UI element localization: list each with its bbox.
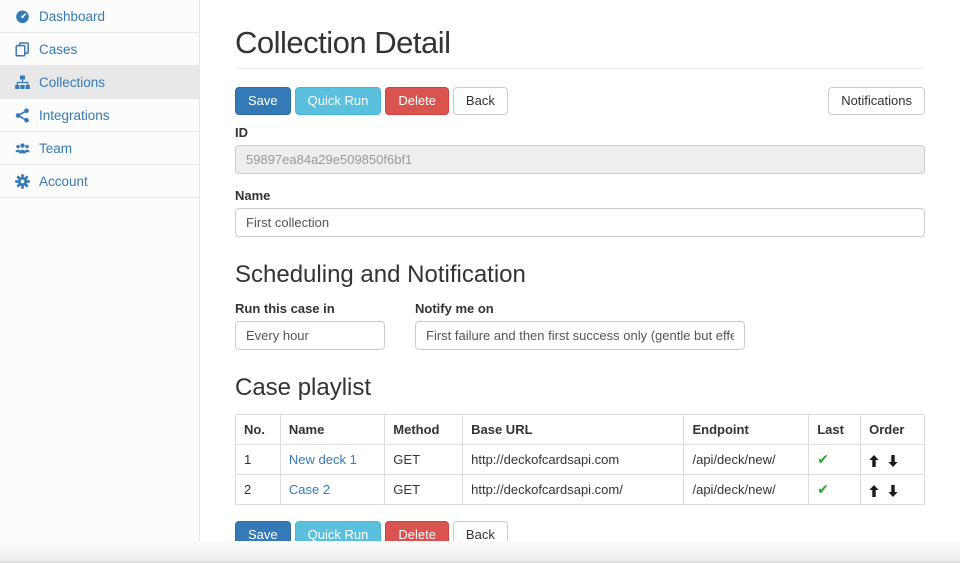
id-field-group: ID <box>235 125 925 175</box>
sidebar-item-cases[interactable]: Cases <box>0 33 199 66</box>
cell-base-url: http://deckofcardsapi.com <box>462 444 685 476</box>
notifications-button[interactable]: Notifications <box>828 87 925 116</box>
integrations-icon <box>15 108 30 123</box>
collections-icon <box>15 75 30 90</box>
sidebar-item-label: Integrations <box>39 107 110 123</box>
run-interval-group: Run this case in <box>235 301 385 351</box>
col-header-endpoint: Endpoint <box>683 414 810 446</box>
top-toolbar: Save Quick Run Delete Back Notifications <box>235 87 925 116</box>
success-check-icon: ✔ <box>817 481 829 498</box>
scheduling-row: Run this case in Notify me on <box>235 301 925 351</box>
back-button[interactable]: Back <box>452 87 508 116</box>
col-header-base-url: Base URL <box>462 414 685 446</box>
move-down-button[interactable] <box>888 454 898 467</box>
name-field[interactable] <box>235 208 925 238</box>
cases-icon <box>15 41 30 57</box>
notify-select[interactable] <box>415 321 745 351</box>
col-header-last: Last <box>808 414 862 446</box>
sidebar-item-collections[interactable]: Collections <box>0 66 199 99</box>
table-header-row: No. Name Method Base URL Endpoint Last O… <box>235 414 925 446</box>
move-up-button[interactable] <box>869 484 879 497</box>
name-label: Name <box>235 188 271 204</box>
sidebar-item-label: Dashboard <box>39 8 106 24</box>
success-check-icon: ✔ <box>817 451 829 468</box>
sidebar-item-team[interactable]: Team <box>0 132 199 165</box>
arrow-up-icon <box>869 454 879 467</box>
id-label: ID <box>235 125 248 141</box>
sidebar-item-label: Cases <box>39 41 78 57</box>
run-interval-select[interactable] <box>235 321 385 351</box>
sidebar-item-label: Team <box>39 140 73 156</box>
case-link[interactable]: New deck 1 <box>288 452 357 468</box>
move-down-button[interactable] <box>888 484 898 497</box>
cell-base-url: http://deckofcardsapi.com/ <box>462 474 685 506</box>
cell-method: GET <box>384 474 464 506</box>
page-title: Collection Detail <box>235 25 451 60</box>
title-divider <box>235 68 925 70</box>
id-field <box>235 145 925 175</box>
team-icon <box>15 141 30 156</box>
cell-endpoint: /api/deck/new/ <box>683 474 810 506</box>
col-header-no: No. <box>235 414 281 446</box>
sidebar: Dashboard Cases Collections Integrations… <box>0 0 200 545</box>
save-button[interactable]: Save <box>235 87 291 116</box>
main-content: Collection Detail Save Quick Run Delete … <box>200 0 960 560</box>
run-interval-label: Run this case in <box>235 301 335 317</box>
sidebar-item-account[interactable]: Account <box>0 165 199 198</box>
table-row: 2 Case 2 GET http://deckofcardsapi.com/ … <box>235 474 925 506</box>
quick-run-button[interactable]: Quick Run <box>294 87 382 116</box>
sidebar-item-label: Account <box>39 173 88 189</box>
account-icon <box>15 173 30 189</box>
cell-method: GET <box>384 444 464 476</box>
case-link[interactable]: Case 2 <box>288 482 331 498</box>
col-header-method: Method <box>384 414 464 446</box>
arrow-down-icon <box>888 484 898 497</box>
sidebar-item-integrations[interactable]: Integrations <box>0 99 199 132</box>
move-up-button[interactable] <box>869 454 879 467</box>
footer-band <box>0 541 960 563</box>
notify-label: Notify me on <box>415 301 494 317</box>
table-row: 1 New deck 1 GET http://deckofcardsapi.c… <box>235 444 925 476</box>
playlist-section-title: Case playlist <box>235 374 372 402</box>
name-field-group: Name <box>235 188 925 238</box>
col-header-order: Order <box>860 414 925 446</box>
arrow-down-icon <box>888 454 898 467</box>
cell-no: 2 <box>235 474 281 506</box>
dashboard-icon <box>15 9 30 24</box>
arrow-up-icon <box>869 484 879 497</box>
cell-endpoint: /api/deck/new/ <box>683 444 810 476</box>
notify-group: Notify me on <box>415 301 745 351</box>
sidebar-item-label: Collections <box>39 74 106 90</box>
case-playlist-table: No. Name Method Base URL Endpoint Last O… <box>235 414 925 506</box>
scheduling-section-title: Scheduling and Notification <box>235 261 526 289</box>
delete-button[interactable]: Delete <box>385 87 449 116</box>
sidebar-item-dashboard[interactable]: Dashboard <box>0 0 199 33</box>
cell-no: 1 <box>235 444 281 476</box>
col-header-name: Name <box>279 414 386 446</box>
